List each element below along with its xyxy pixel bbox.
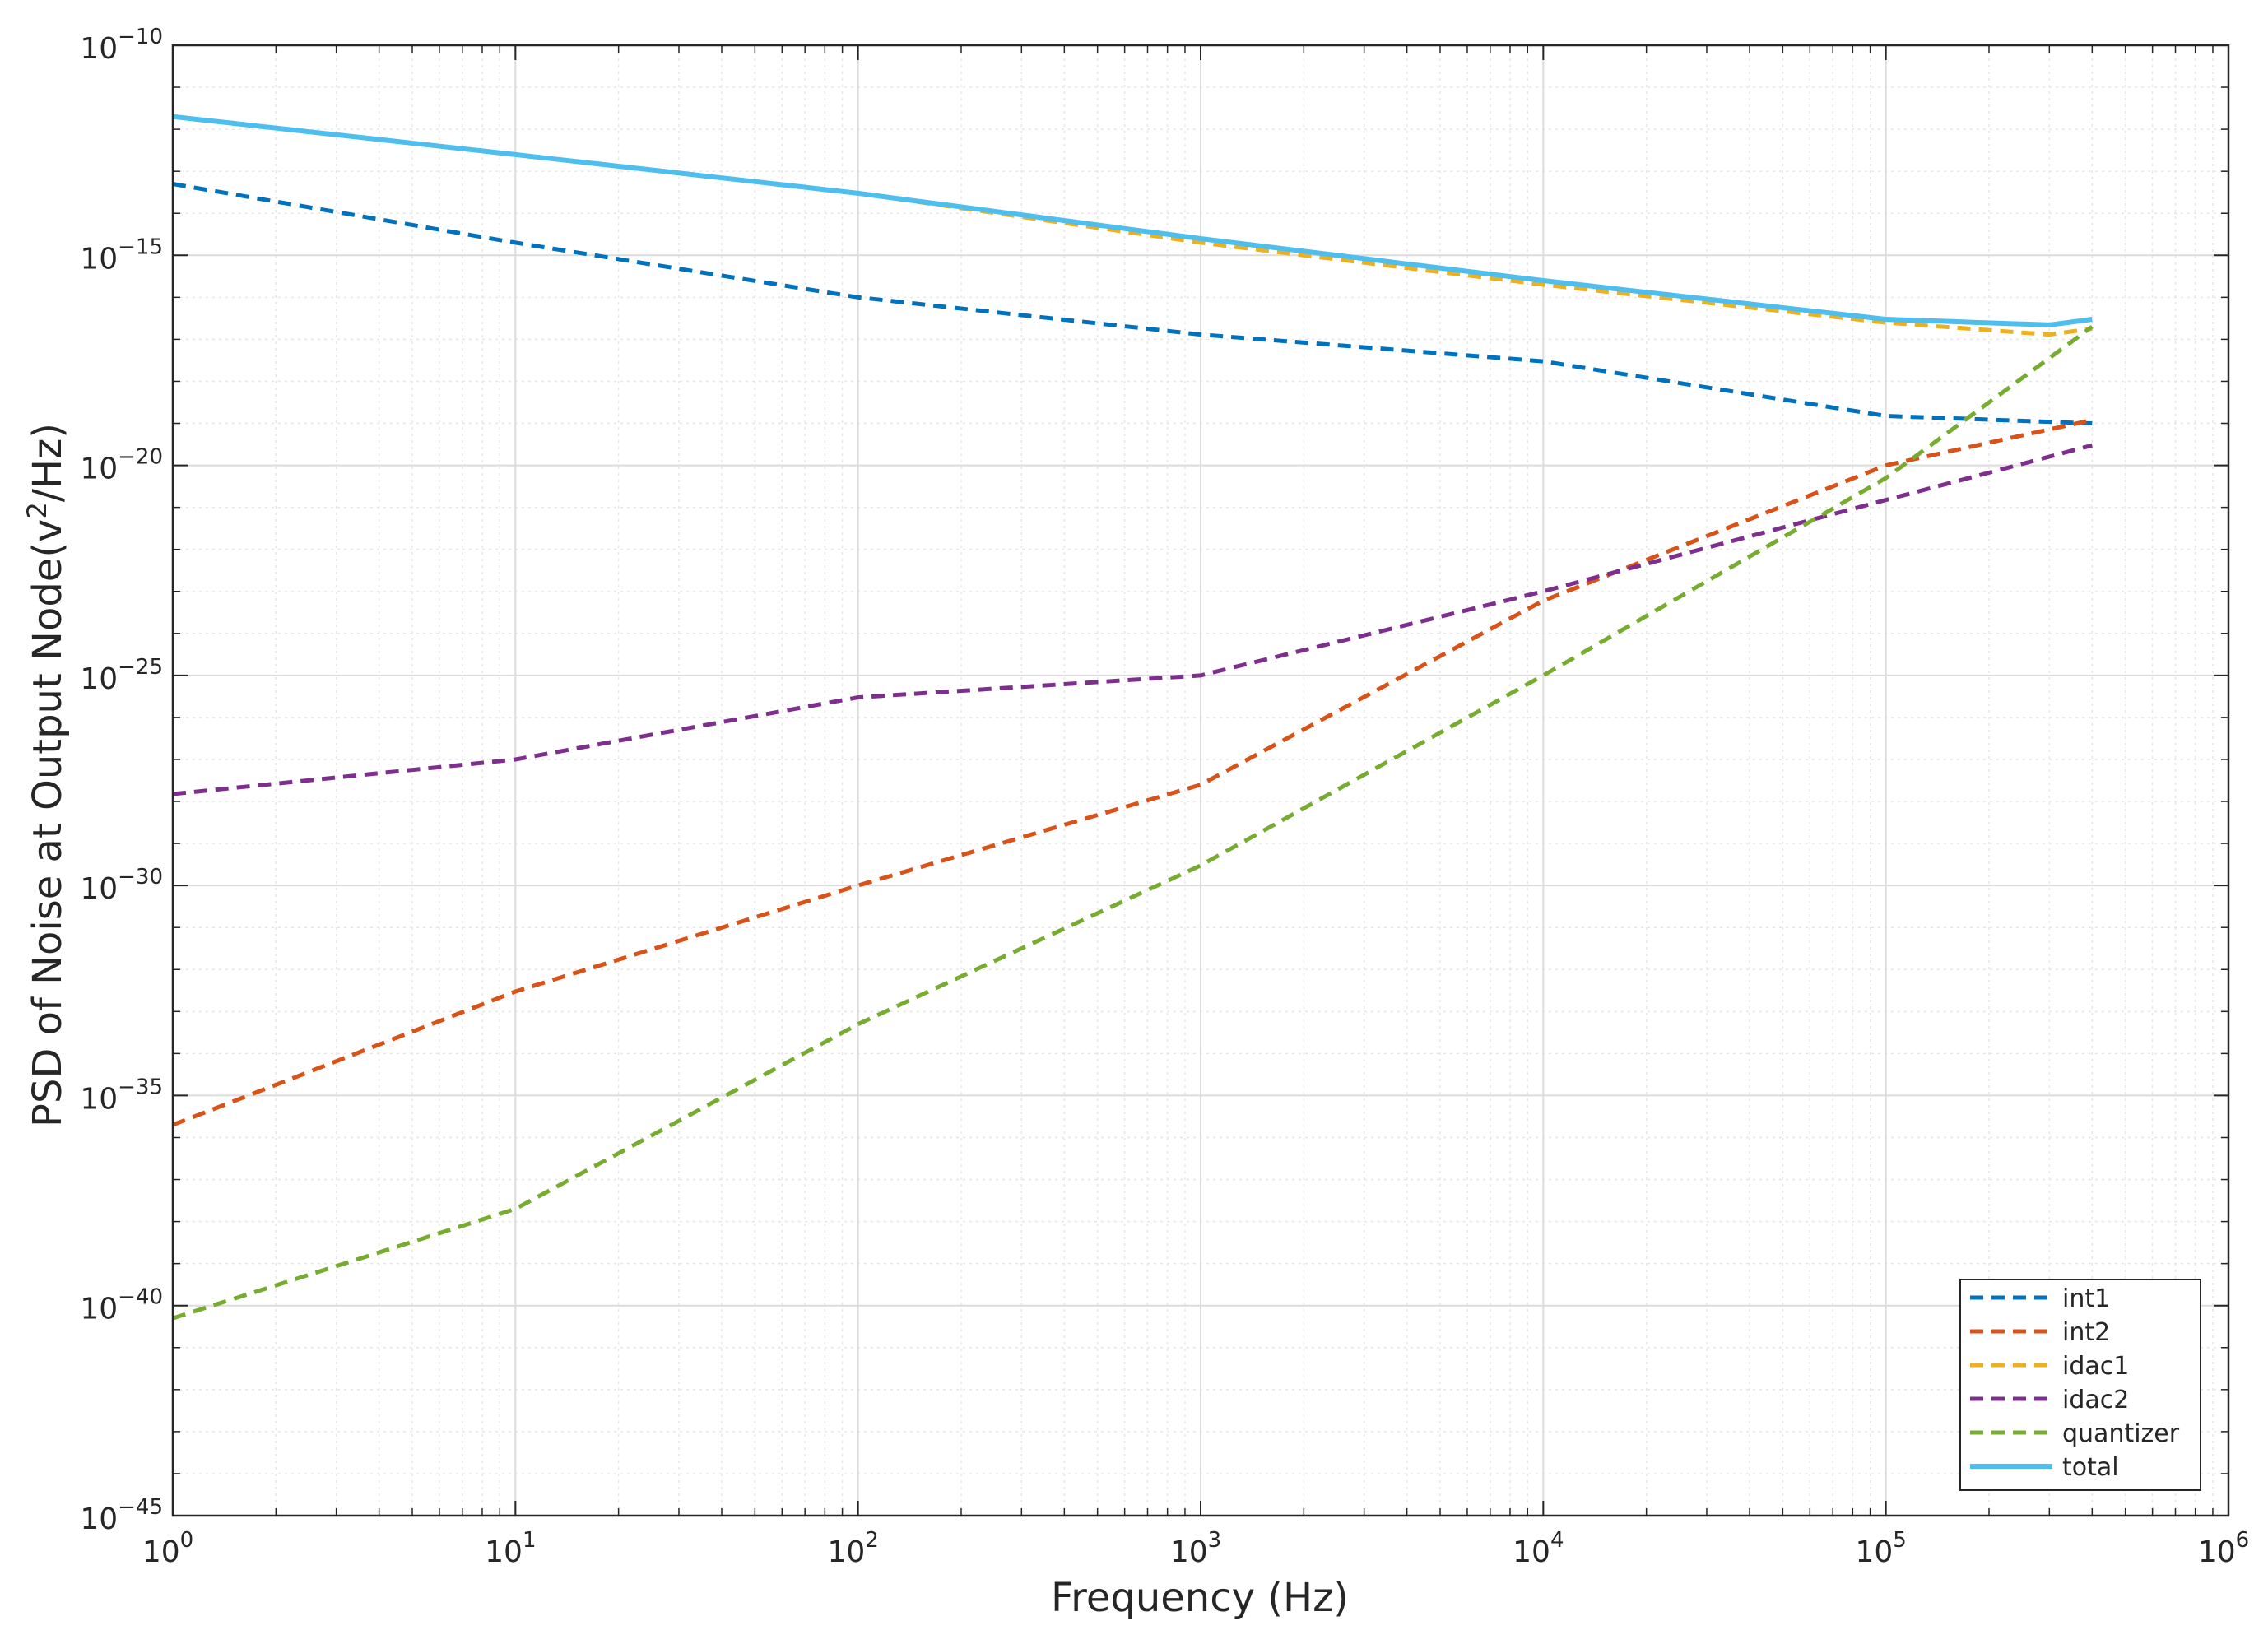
- series-line-idac1: [172, 114, 2093, 337]
- x-axis-label: Frequency (Hz): [1051, 1575, 1349, 1621]
- series-layer: [172, 114, 2094, 1321]
- legend: int1 int2 idac1 idac2 quantizer total: [1959, 1279, 2201, 1491]
- x-tick-label: 103: [1170, 1528, 1221, 1569]
- y-tick-label: 10−25: [80, 655, 163, 696]
- x-tick-label: 105: [1855, 1528, 1906, 1569]
- y-axis-label: PSD of Noise at Output Node(v2/Hz): [21, 423, 71, 1127]
- legend-box: [1959, 1279, 2201, 1491]
- legend-label-idac1: idac1: [2062, 1352, 2129, 1381]
- series-line-quantizer: [172, 324, 2094, 1321]
- axis-ticks: [172, 44, 2229, 1516]
- x-tick-label: 101: [485, 1528, 536, 1569]
- y-tick-label: 10−15: [80, 235, 163, 276]
- x-tick-label: 106: [2198, 1528, 2249, 1569]
- series-line-idac2: [172, 443, 2093, 796]
- y-tick-label: 10−45: [80, 1495, 163, 1536]
- y-tick-label: 10−10: [80, 25, 163, 66]
- x-tick-labels: 100 101 102 103 104 105 106: [142, 1528, 2249, 1569]
- legend-label-int2: int2: [2062, 1318, 2110, 1347]
- legend-label-total: total: [2062, 1453, 2119, 1482]
- y-tick-label: 10−30: [80, 865, 163, 906]
- series-line-int2: [172, 418, 2093, 1127]
- x-tick-label: 100: [142, 1528, 193, 1569]
- x-tick-label: 104: [1513, 1528, 1564, 1569]
- y-tick-labels: 10−10 10−15 10−20 10−25 10−30 10−35 10−40 10−45: [80, 25, 163, 1536]
- y-tick-label: 10−40: [80, 1285, 163, 1326]
- series-line-total: [172, 114, 2093, 327]
- y-tick-label: 10−35: [80, 1075, 163, 1116]
- legend-label-idac2: idac2: [2062, 1386, 2129, 1414]
- x-tick-label: 102: [827, 1528, 878, 1569]
- legend-label-int1: int1: [2062, 1284, 2110, 1313]
- series-line-int1: [172, 182, 2093, 425]
- y-tick-label: 10−20: [80, 445, 163, 486]
- legend-label-quantizer: quantizer: [2062, 1419, 2180, 1448]
